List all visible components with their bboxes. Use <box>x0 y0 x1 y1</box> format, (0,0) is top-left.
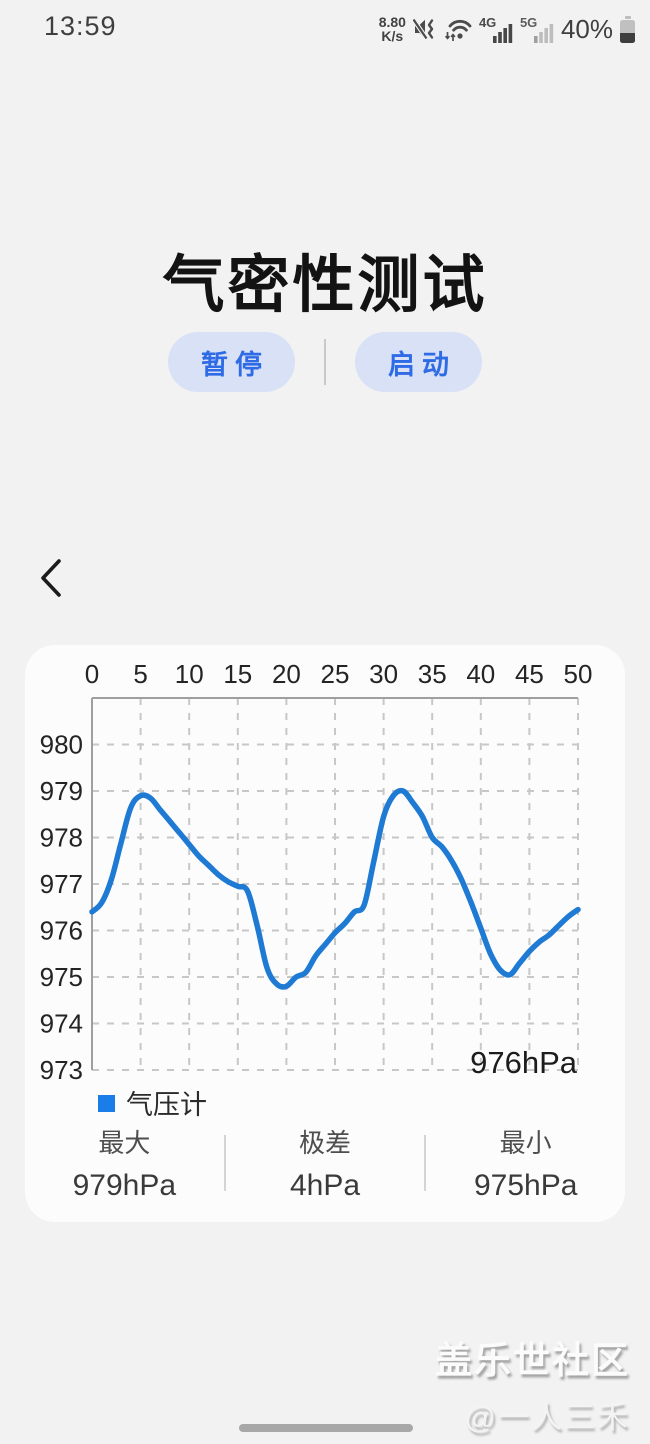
home-indicator[interactable] <box>239 1424 413 1432</box>
svg-text:40: 40 <box>466 659 495 689</box>
svg-text:976: 976 <box>40 916 83 946</box>
pressure-chart-card: 0 5 10 15 20 25 30 35 40 45 50 980 979 978 977 976 975 97… <box>25 645 625 1222</box>
svg-text:20: 20 <box>272 659 301 689</box>
stat-range-label: 极差 <box>299 1128 352 1158</box>
chart-legend: 气压计 <box>98 1083 207 1122</box>
svg-text:979: 979 <box>40 776 83 806</box>
svg-text:975: 975 <box>40 962 83 992</box>
signal-4g-icon: 4G <box>478 14 513 43</box>
stat-max-value: 979hPa <box>72 1169 177 1202</box>
svg-text:25: 25 <box>321 659 350 689</box>
chevron-left-icon <box>41 559 61 597</box>
wifi-icon <box>444 19 472 41</box>
stat-min-label: 最小 <box>499 1128 552 1158</box>
page-title: 气密性测试 <box>162 251 488 320</box>
stat-range: 极差 4hPa <box>226 1123 425 1203</box>
network-speed-value: 8.80 <box>378 14 406 30</box>
legend-swatch-icon <box>98 1095 115 1112</box>
signal-5g-icon: 5G <box>519 14 554 43</box>
stat-range-value: 4hPa <box>289 1169 361 1202</box>
status-bar-icons: 8.80 K/s 4G 5G 40% <box>379 8 635 50</box>
svg-text:35: 35 <box>418 659 447 689</box>
svg-text:978: 978 <box>40 823 83 853</box>
svg-text:974: 974 <box>40 1009 83 1039</box>
network-speed-unit: K/s <box>381 28 404 44</box>
stat-max: 最大 979hPa <box>25 1123 224 1203</box>
svg-text:976hPa: 976hPa <box>470 1045 578 1080</box>
watermark-author: @一人三禾 <box>464 1400 630 1435</box>
svg-text:10: 10 <box>175 659 204 689</box>
mute-vibrate-icon <box>412 18 434 40</box>
stat-min: 最小 975hPa <box>426 1123 625 1203</box>
svg-text:980: 980 <box>40 730 83 760</box>
battery-icon <box>620 15 635 43</box>
signal-5g-label: 5G <box>519 14 538 30</box>
stat-min-value: 975hPa <box>473 1169 578 1202</box>
network-speed: 8.80 K/s <box>379 15 406 43</box>
svg-text:973: 973 <box>40 1055 83 1085</box>
svg-text:50: 50 <box>564 659 593 689</box>
svg-text:0: 0 <box>85 659 99 689</box>
stat-divider <box>223 1135 226 1191</box>
back-button[interactable] <box>26 548 76 608</box>
stat-divider <box>424 1135 427 1191</box>
watermark-community: 盖乐世社区 <box>435 1340 630 1381</box>
svg-text:30: 30 <box>369 659 398 689</box>
svg-text:45: 45 <box>515 659 544 689</box>
legend-label: 气压计 <box>126 1090 207 1120</box>
stats-row: 最大 979hPa 极差 4hPa 最小 975hPa <box>25 1123 625 1203</box>
svg-text:977: 977 <box>40 869 83 899</box>
start-button[interactable]: 启动 <box>355 332 482 392</box>
clock: 13:59 <box>44 11 117 41</box>
stat-max-label: 最大 <box>98 1128 151 1158</box>
svg-text:5: 5 <box>133 659 147 689</box>
battery-percentage: 40% <box>560 13 613 44</box>
signal-4g-label: 4G <box>478 14 497 30</box>
svg-text:15: 15 <box>223 659 252 689</box>
test-controls: 暂停 启动 <box>0 331 650 393</box>
watermark: 盖乐世社区 @一人三禾 <box>435 1330 630 1437</box>
pause-button[interactable]: 暂停 <box>168 332 295 392</box>
pressure-chart: 0 5 10 15 20 25 30 35 40 45 50 980 979 978 977 976 975 97… <box>40 659 593 1085</box>
controls-divider <box>324 339 326 385</box>
